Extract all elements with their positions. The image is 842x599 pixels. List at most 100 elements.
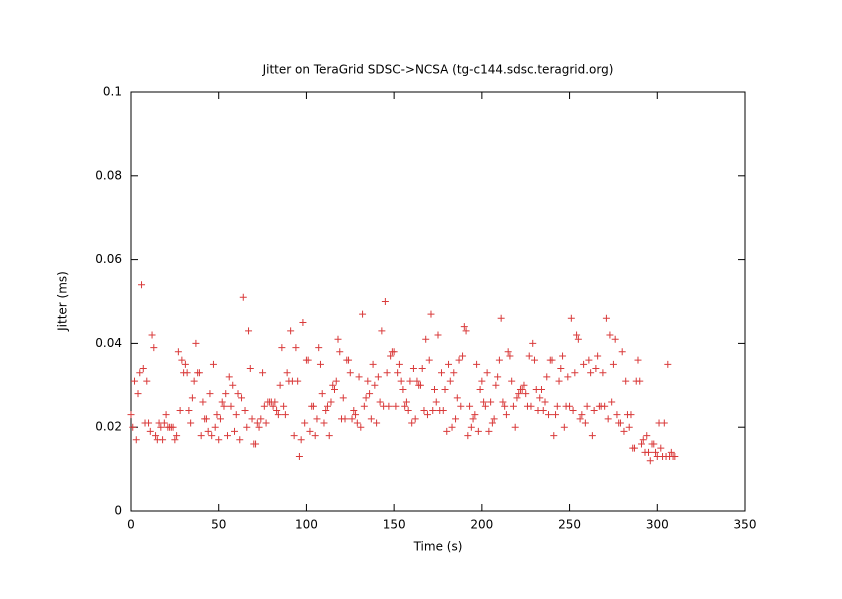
point <box>438 369 446 377</box>
point <box>446 377 454 385</box>
point <box>508 377 516 385</box>
x-axis-label: Time (s) <box>413 540 463 554</box>
x-tick-label: 50 <box>211 518 226 532</box>
point <box>543 373 551 381</box>
point <box>443 427 451 435</box>
point <box>367 415 375 423</box>
y-tick-label: 0.08 <box>95 168 122 182</box>
point <box>376 398 384 406</box>
point <box>353 419 361 427</box>
point <box>590 406 598 414</box>
point <box>429 406 437 414</box>
point <box>278 344 286 352</box>
point <box>192 339 200 347</box>
point <box>157 423 165 431</box>
point <box>616 419 624 427</box>
point <box>667 448 675 456</box>
point <box>325 432 333 440</box>
point <box>408 419 416 427</box>
point <box>522 390 530 398</box>
point <box>329 381 337 389</box>
point <box>255 423 263 431</box>
point <box>148 331 156 339</box>
point <box>560 423 568 431</box>
point <box>162 411 170 419</box>
point <box>504 348 512 356</box>
point <box>466 402 474 410</box>
point <box>406 377 414 385</box>
point <box>171 436 179 444</box>
point <box>490 415 498 423</box>
point <box>283 369 291 377</box>
point <box>245 327 253 335</box>
point <box>639 436 647 444</box>
point <box>660 419 668 427</box>
point <box>592 365 600 373</box>
point <box>366 390 374 398</box>
point <box>341 415 349 423</box>
point <box>434 331 442 339</box>
x-tick-label: 100 <box>295 518 318 532</box>
point <box>373 419 381 427</box>
point <box>238 394 246 402</box>
point <box>211 423 219 431</box>
point <box>274 411 282 419</box>
point <box>622 377 630 385</box>
point <box>190 377 198 385</box>
point <box>129 423 137 431</box>
point <box>583 402 591 410</box>
x-tick-label: 300 <box>646 518 669 532</box>
point <box>606 331 614 339</box>
point <box>416 381 424 389</box>
point <box>448 423 456 431</box>
point <box>511 423 519 431</box>
point <box>502 411 510 419</box>
point <box>620 427 628 435</box>
point <box>315 344 323 352</box>
point <box>525 352 533 360</box>
point <box>481 402 489 410</box>
point <box>566 402 574 410</box>
point <box>402 398 410 406</box>
point <box>538 385 546 393</box>
point <box>222 390 230 398</box>
point <box>248 415 256 423</box>
point <box>530 356 538 364</box>
point <box>239 293 247 301</box>
point <box>323 402 331 410</box>
point <box>381 298 389 305</box>
point <box>553 402 561 410</box>
point <box>630 444 638 452</box>
point <box>613 411 621 419</box>
point <box>345 356 353 364</box>
point <box>527 402 535 410</box>
point <box>292 344 300 352</box>
point <box>174 348 182 356</box>
point <box>145 419 153 427</box>
point <box>425 356 433 364</box>
point <box>476 385 484 393</box>
point <box>273 406 281 414</box>
point <box>359 310 367 318</box>
point <box>301 419 309 427</box>
point <box>346 369 354 377</box>
point <box>409 365 417 373</box>
point <box>487 398 495 406</box>
point <box>318 390 326 398</box>
point <box>552 411 560 419</box>
point <box>134 390 142 398</box>
point <box>604 415 612 423</box>
point <box>355 373 363 381</box>
point <box>320 419 328 427</box>
point <box>197 432 205 440</box>
point <box>253 419 261 427</box>
point <box>509 402 517 410</box>
point <box>548 356 556 364</box>
point <box>311 432 319 440</box>
point <box>473 360 481 368</box>
point <box>187 419 195 427</box>
point <box>231 427 239 435</box>
point <box>229 381 237 389</box>
